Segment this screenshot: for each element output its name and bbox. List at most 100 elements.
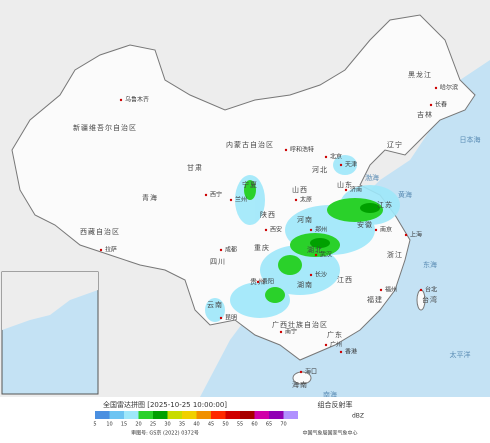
- approval: 审图号: GS京 (2022) 0372号: [131, 430, 199, 437]
- city-label: 北京: [330, 153, 342, 161]
- city-dot: [404, 233, 408, 237]
- city-label: 哈尔滨: [440, 84, 458, 92]
- city-label: 西安: [270, 226, 282, 234]
- radar-echo: [310, 203, 380, 248]
- city-dot: [324, 155, 328, 159]
- city-label: 天津: [345, 162, 357, 169]
- city-label: 长沙: [315, 271, 327, 279]
- region-label: 甘肃: [187, 163, 203, 172]
- region-label: 河北: [312, 166, 328, 174]
- legend-product: 组合反射率: [318, 400, 353, 409]
- legend-swatch: [138, 411, 153, 419]
- legend-value: 20: [135, 422, 141, 428]
- legend-value: 35: [179, 422, 185, 428]
- city-label: 广州: [330, 341, 342, 349]
- city-dot: [204, 193, 208, 197]
- city-dot: [294, 198, 298, 202]
- city-label: 贵阳: [262, 278, 274, 286]
- legend-value: 10: [106, 422, 112, 428]
- city-label: 长春: [435, 101, 447, 109]
- region-label: 西藏自治区: [80, 227, 120, 236]
- region-label: 湖南: [297, 280, 313, 289]
- city-label: 南京: [380, 226, 392, 234]
- city-dot: [229, 198, 233, 202]
- sea-label: 渤海: [365, 173, 379, 182]
- region-label: 宁夏: [242, 180, 258, 189]
- legend-swatch: [95, 411, 110, 419]
- sea-label: 日本海: [460, 135, 481, 144]
- region-label: 黑龙江: [408, 70, 432, 79]
- publisher: 中国气象局国家气象中心: [302, 430, 357, 437]
- city-dot: [339, 350, 343, 354]
- region-label: 福建: [367, 295, 383, 304]
- region-label: 吉林: [417, 110, 433, 119]
- region-label: 广西壮族自治区: [272, 320, 328, 329]
- legend-value: 30: [164, 422, 170, 428]
- city-dot: [256, 280, 260, 284]
- city-dot: [119, 98, 123, 102]
- legend-value: 45: [208, 422, 214, 428]
- legend-value: 65: [266, 422, 272, 428]
- city-label: 兰州: [235, 196, 247, 204]
- city-dot: [434, 86, 438, 90]
- city-dot: [314, 253, 318, 257]
- city-label: 太原: [300, 196, 312, 204]
- city-dot: [284, 148, 288, 152]
- region-label: 浙江: [387, 250, 403, 259]
- city-dot: [344, 188, 348, 192]
- legend-value: 50: [222, 422, 228, 428]
- city-dot: [99, 248, 103, 252]
- city-label: 拉萨: [105, 246, 117, 254]
- region-label: 四川: [210, 258, 226, 266]
- region-label: 山东: [337, 180, 353, 189]
- city-label: 西宁: [210, 191, 222, 199]
- region-label: 陕西: [260, 210, 276, 219]
- sea-label: 太平洋: [450, 350, 471, 359]
- legend-value: 5: [93, 422, 96, 428]
- sea-label: 东海: [423, 260, 437, 269]
- region-label: 青海: [142, 193, 158, 202]
- region-label: 海南: [292, 380, 308, 389]
- city-dot: [279, 330, 283, 334]
- city-label: 成都: [225, 246, 237, 254]
- legend-value: 40: [193, 422, 199, 428]
- region-label: 辽宁: [387, 140, 403, 149]
- city-label: 海口: [305, 368, 317, 376]
- city-label: 济南: [350, 186, 362, 194]
- region-label: 湖北: [307, 245, 323, 254]
- city-label: 昆明: [225, 315, 237, 322]
- city-label: 乌鲁木齐: [125, 96, 149, 104]
- region-label: 广东: [327, 330, 343, 339]
- region-label: 台湾: [422, 295, 438, 304]
- city-dot: [339, 163, 343, 167]
- legend-swatch: [182, 411, 197, 419]
- legend-swatch: [240, 411, 255, 419]
- city-dot: [299, 370, 303, 374]
- city-label: 香港: [345, 348, 357, 356]
- legend-swatch: [196, 411, 211, 419]
- legend-swatch: [109, 411, 124, 419]
- sea-label: 南海: [323, 390, 337, 399]
- region-label: 重庆: [254, 243, 270, 252]
- city-dot: [219, 248, 223, 252]
- legend-value: 70: [280, 422, 286, 428]
- city-dot: [309, 273, 313, 277]
- city-label: 呼和浩特: [290, 146, 314, 154]
- legend-swatch: [225, 411, 240, 419]
- inset-land: [2, 272, 98, 330]
- city-dot: [264, 228, 268, 232]
- city-label: 南宁: [285, 328, 297, 336]
- city-label: 台北: [425, 286, 437, 294]
- region-label: 云南: [207, 300, 223, 309]
- city-label: 上海: [410, 231, 422, 239]
- city-dot: [379, 288, 383, 292]
- legend-swatch: [124, 411, 139, 419]
- city-label: 武汉: [320, 251, 332, 259]
- legend-swatch: [153, 411, 168, 419]
- city-label: 福州: [385, 286, 397, 294]
- legend-title: 全国雷达拼图 [2025-10-25 10:00:00]: [103, 400, 227, 409]
- legend-swatch: [254, 411, 269, 419]
- legend-swatch: [283, 411, 298, 419]
